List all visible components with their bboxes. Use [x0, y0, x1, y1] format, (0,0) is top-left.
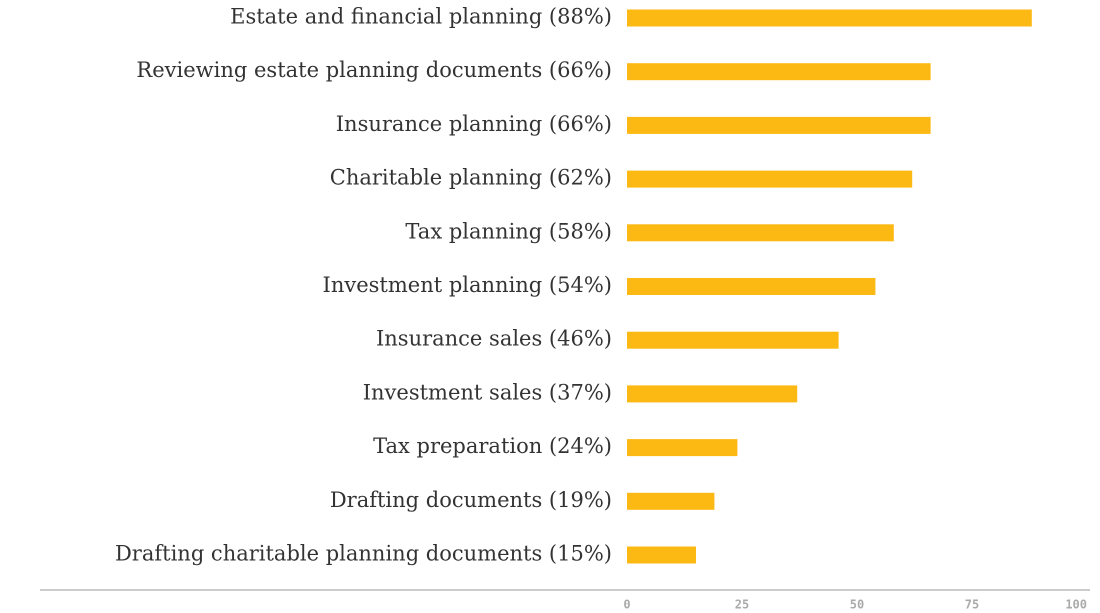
category-label: Reviewing estate planning documents (66%… [136, 58, 612, 82]
category-label: Investment sales (37%) [363, 380, 612, 404]
bar [627, 492, 715, 510]
x-tick-label: 100 [1065, 598, 1087, 612]
bar [627, 439, 738, 457]
bar [627, 385, 798, 403]
category-label: Insurance planning (66%) [336, 112, 612, 136]
category-label: Charitable planning (62%) [330, 166, 612, 190]
category-label: Investment planning (54%) [323, 273, 612, 297]
x-tick-label: 75 [965, 598, 979, 612]
bar [627, 63, 931, 81]
x-tick-label: 0 [623, 598, 630, 612]
bar [627, 116, 931, 134]
bar [627, 224, 894, 242]
category-label: Estate and financial planning (88%) [230, 5, 612, 29]
x-tick-label: 25 [735, 598, 749, 612]
bar [627, 331, 839, 349]
category-label: Tax preparation (24%) [373, 434, 612, 458]
category-label: Drafting documents (19%) [330, 488, 612, 512]
bar [627, 9, 1032, 27]
category-label: Drafting charitable planning documents (… [115, 542, 612, 566]
category-label: Insurance sales (46%) [376, 327, 612, 351]
bar [627, 170, 913, 188]
bar [627, 278, 876, 295]
category-label: Tax planning (58%) [405, 219, 612, 243]
x-tick-label: 50 [850, 598, 864, 612]
bar [627, 546, 696, 564]
